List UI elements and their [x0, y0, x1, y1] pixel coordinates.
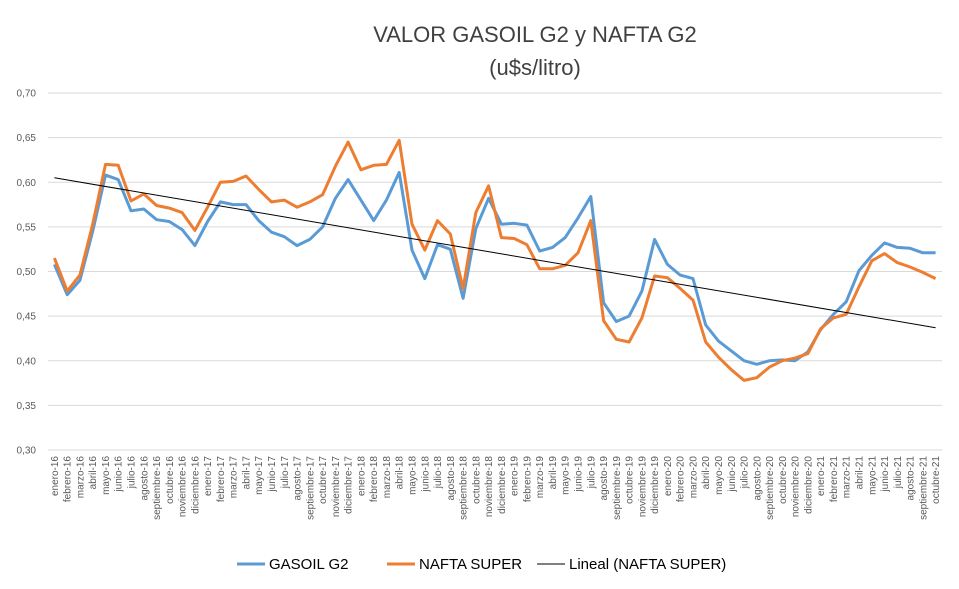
chart-title: VALOR GASOIL G2 y NAFTA G2: [373, 22, 697, 47]
x-tick-label: mayo-17: [254, 456, 265, 495]
y-tick-label: 0,40: [17, 356, 37, 367]
x-tick-label: febrero-19: [522, 456, 533, 503]
x-tick-label: octubre-21: [931, 456, 942, 504]
x-tick-label: noviembre-18: [484, 456, 495, 518]
x-tick-label: octubre-17: [318, 456, 329, 504]
x-tick-label: mayo-19: [561, 456, 572, 495]
x-tick-label: agosto-21: [906, 456, 917, 501]
x-tick-label: abril-19: [548, 456, 559, 490]
x-tick-label: octubre-19: [625, 456, 636, 504]
x-tick-label: mayo-20: [714, 456, 725, 495]
x-tick-label: junio-17: [267, 456, 278, 493]
series-line: [53, 170, 936, 366]
x-tick-label: enero-19: [510, 456, 521, 496]
x-tick-label: abril-21: [854, 456, 865, 490]
y-tick-label: 0,35: [17, 401, 37, 412]
x-tick-label: diciembre-18: [497, 456, 508, 514]
x-tick-label: junio-16: [114, 456, 125, 493]
x-tick-label: junio-18: [420, 456, 431, 493]
x-tick-label: septiembre-18: [459, 456, 470, 520]
x-tick-label: enero-18: [356, 456, 367, 496]
x-tick-label: julio-20: [740, 456, 751, 490]
trend-line: [54, 177, 936, 329]
x-tick-label: abril-20: [701, 456, 712, 490]
x-tick-label: octubre-16: [165, 456, 176, 504]
x-tick-label: septiembre-16: [152, 456, 163, 520]
x-tick-label: abril-17: [241, 456, 252, 490]
x-tick-label: febrero-21: [829, 456, 840, 503]
x-tick-label: marzo-21: [842, 456, 853, 499]
x-tick-label: febrero-17: [216, 456, 227, 503]
x-tick-label: julio-19: [586, 456, 597, 490]
y-tick-label: 0,50: [17, 267, 37, 278]
y-tick-label: 0,55: [17, 222, 37, 233]
x-tick-label: diciembre-20: [803, 456, 814, 514]
x-tick-label: agosto-17: [293, 456, 304, 501]
x-tick-label: agosto-19: [599, 456, 610, 501]
y-tick-label: 0,30: [17, 446, 37, 457]
x-tick-label: marzo-19: [535, 456, 546, 499]
x-tick-label: junio-19: [574, 456, 585, 493]
x-tick-label: mayo-16: [101, 456, 112, 495]
x-tick-label: junio-20: [727, 456, 738, 493]
y-tick-label: 0,60: [17, 178, 37, 189]
x-tick-label: octubre-18: [471, 456, 482, 504]
x-tick-label: marzo-18: [382, 456, 393, 499]
x-tick-label: marzo-17: [229, 456, 240, 499]
y-tick-label: 0,65: [17, 133, 37, 144]
x-tick-label: abril-18: [395, 456, 406, 490]
x-tick-label: noviembre-16: [178, 456, 189, 518]
x-tick-label: enero-21: [816, 456, 827, 496]
x-tick-label: agosto-16: [139, 456, 150, 501]
x-tick-label: diciembre-16: [190, 456, 201, 514]
x-tick-label: septiembre-17: [305, 456, 316, 520]
y-tick-label: 0,70: [17, 89, 37, 100]
x-tick-label: noviembre-20: [791, 456, 802, 518]
legend-label: NAFTA SUPER: [419, 556, 522, 573]
x-tick-label: marzo-16: [75, 456, 86, 499]
x-tick-label: octubre-20: [778, 456, 789, 504]
x-tick-label: abril-16: [88, 456, 99, 490]
x-tick-label: febrero-16: [63, 456, 74, 503]
x-tick-label: diciembre-19: [650, 456, 661, 514]
x-tick-label: marzo-20: [688, 456, 699, 499]
x-tick-label: junio-21: [880, 456, 891, 493]
x-tick-label: julio-18: [433, 456, 444, 490]
x-tick-label: julio-17: [280, 456, 291, 490]
x-tick-label: noviembre-17: [331, 456, 342, 518]
chart-subtitle: (u$s/litro): [489, 55, 581, 80]
x-tick-label: septiembre-20: [765, 456, 776, 520]
x-tick-label: enero-20: [663, 456, 674, 496]
legend-label: Lineal (NAFTA SUPER): [569, 556, 726, 573]
series-line: [53, 138, 937, 382]
x-tick-label: julio-16: [127, 456, 138, 490]
x-tick-label: agosto-18: [446, 456, 457, 501]
x-tick-label: enero-17: [203, 456, 214, 496]
x-tick-label: mayo-21: [867, 456, 878, 495]
x-tick-label: septiembre-19: [612, 456, 623, 520]
x-tick-label: diciembre-17: [344, 456, 355, 514]
legend-label: GASOIL G2: [269, 556, 348, 573]
x-tick-label: julio-21: [893, 456, 904, 490]
y-tick-label: 0,45: [17, 312, 37, 323]
x-tick-label: febrero-20: [676, 456, 687, 503]
x-tick-label: noviembre-19: [637, 456, 648, 518]
x-tick-label: enero-16: [50, 456, 61, 496]
x-tick-label: febrero-18: [369, 456, 380, 503]
x-tick-label: mayo-18: [407, 456, 418, 495]
x-tick-label: agosto-20: [752, 456, 763, 501]
x-tick-label: septiembre-21: [918, 456, 929, 520]
